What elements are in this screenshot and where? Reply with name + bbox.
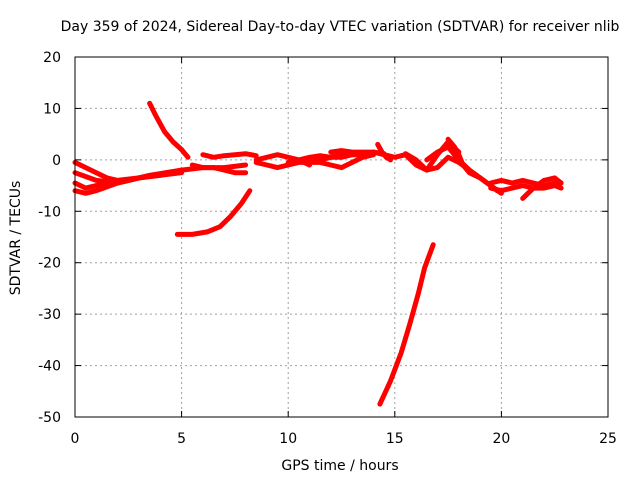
y-tick-label: 10: [43, 101, 61, 117]
y-axis-label: SDTVAR / TECUs: [8, 181, 24, 296]
series-arc-8: [189, 162, 249, 176]
y-tick-label: -20: [38, 256, 61, 272]
plot-frame: [74, 56, 609, 418]
y-tick-label: -40: [38, 359, 61, 375]
series-arc-21: [520, 175, 564, 201]
y-tick-label: -30: [38, 307, 61, 323]
y-tick-label: -10: [38, 204, 61, 220]
series-arc-22: [377, 242, 436, 407]
y-tick-label: 20: [43, 50, 61, 66]
x-tick-label: 10: [279, 431, 297, 447]
x-tick-label: 15: [386, 431, 404, 447]
grid-lines: [75, 57, 608, 417]
series-layer: [72, 100, 564, 407]
chart-title: Day 359 of 2024, Sidereal Day-to-day VTE…: [61, 19, 620, 35]
series-arc-11: [285, 152, 355, 165]
series-arc-7: [200, 151, 259, 160]
x-tick-label: 20: [492, 431, 510, 447]
series-arc-6: [174, 188, 253, 237]
series-arc-5: [147, 100, 191, 160]
x-tick-label: 0: [71, 431, 80, 447]
series-arc-19: [488, 177, 564, 189]
x-tick-label: 5: [177, 431, 186, 447]
series-arc-12: [307, 152, 376, 171]
x-tick-label: 25: [599, 431, 617, 447]
y-tick-label: 0: [52, 153, 61, 169]
axis-ticks: 0 5 10 15 20 25 -50 -40 -30 -20 -10 0 10 20: [38, 50, 617, 447]
y-tick-label: -50: [38, 410, 61, 426]
x-axis-label: GPS time / hours: [281, 458, 398, 474]
series-arc-4: [72, 167, 185, 196]
series-arc-20: [488, 183, 564, 194]
